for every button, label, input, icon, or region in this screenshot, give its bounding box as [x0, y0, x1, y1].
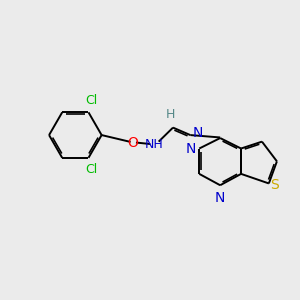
Text: Cl: Cl	[85, 163, 97, 176]
Text: Cl: Cl	[85, 94, 97, 107]
Text: N: N	[186, 142, 196, 155]
Text: NH: NH	[145, 137, 164, 151]
Text: N: N	[215, 190, 225, 205]
Text: O: O	[128, 136, 138, 149]
Text: H: H	[166, 108, 175, 121]
Text: N: N	[193, 126, 203, 140]
Text: S: S	[270, 178, 279, 192]
